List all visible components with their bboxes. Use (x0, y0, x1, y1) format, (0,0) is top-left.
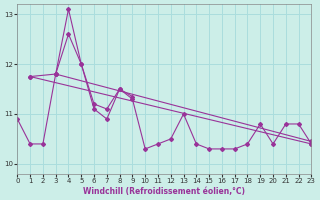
X-axis label: Windchill (Refroidissement éolien,°C): Windchill (Refroidissement éolien,°C) (84, 187, 245, 196)
